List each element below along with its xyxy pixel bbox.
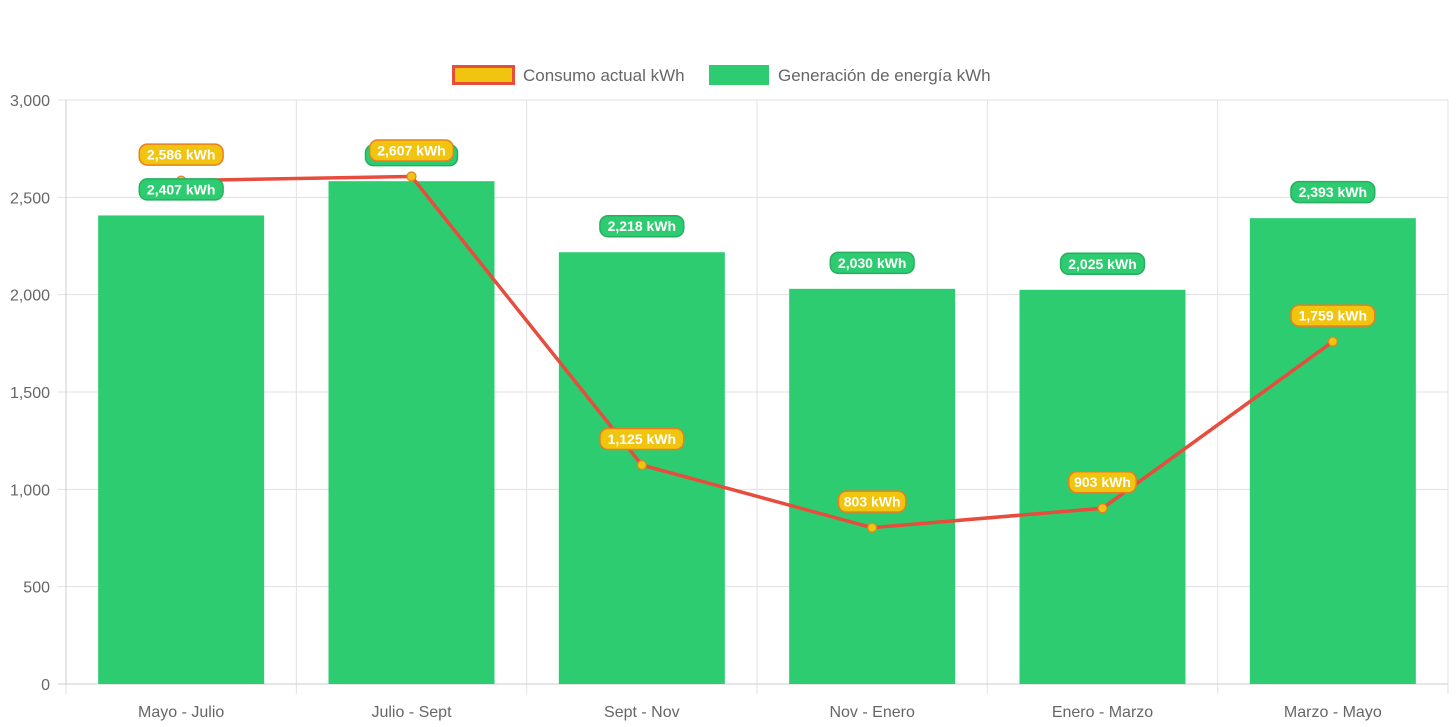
- line-data-label-bg: [599, 427, 685, 451]
- bar-data-label-bg: [1290, 180, 1376, 204]
- legend-swatch-generacion: [709, 65, 769, 85]
- y-tick-label: 2,500: [10, 190, 50, 207]
- line-data-label: 2,607 kWh: [377, 143, 445, 159]
- x-tick-label: Julio - Sept: [371, 704, 452, 721]
- legend-label-consumo: Consumo actual kWh: [523, 66, 685, 85]
- bar-data-label-bg: [599, 214, 685, 238]
- line-data-label-bg: [1290, 304, 1376, 327]
- y-axis: 0 500 1,000 1,500 2,000 2,500 3,000: [10, 93, 50, 694]
- bar: [98, 215, 265, 685]
- bar: [328, 181, 495, 684]
- y-tick-label: 2,000: [10, 288, 50, 305]
- bar-data-label: 2,218 kWh: [608, 218, 676, 234]
- x-tick-label: Sept - Nov: [604, 704, 680, 721]
- y-tick-label: 3,000: [10, 93, 50, 110]
- x-tick-label: Mayo - Julio: [138, 704, 224, 721]
- x-tick-label: Enero - Marzo: [1052, 704, 1153, 721]
- line-data-label: 803 kWh: [844, 494, 901, 510]
- y-tick-label: 1,000: [10, 482, 50, 499]
- bar-data-label-bg: [829, 251, 915, 275]
- y-tick-label: 0: [41, 677, 50, 694]
- line-data-label: 1,759 kWh: [1299, 308, 1367, 324]
- x-tick-label: Marzo - Mayo: [1284, 704, 1382, 721]
- line-data-label-bg: [837, 490, 907, 513]
- bar-data-label: 2,030 kWh: [838, 255, 906, 271]
- bar: [1249, 218, 1416, 685]
- line-point: [1097, 503, 1108, 514]
- line-point: [406, 171, 417, 182]
- bar-data-label-bg: [1059, 252, 1146, 276]
- bar-data-label: 2,393 kWh: [1299, 184, 1367, 200]
- bar: [789, 288, 956, 684]
- line-data-label: 903 kWh: [1074, 474, 1131, 490]
- legend-swatch-consumo: [452, 65, 515, 85]
- line-point: [1327, 336, 1338, 347]
- data-labels: 2,407 kWh 2,218 kWh 2,030 kWh 2,025 kWh 2,39…: [138, 139, 1376, 513]
- legend-label-generacion: Generación de energía kWh: [778, 66, 991, 85]
- bar-series: [98, 181, 1416, 685]
- bar-data-label: 2,025 kWh: [1068, 256, 1136, 272]
- series-line: [181, 174, 1334, 530]
- bar-data-label-bg: [138, 178, 224, 201]
- x-axis: Mayo - Julio Julio - Sept Sept - Nov Nov - …: [138, 704, 1382, 721]
- line-data-label-bg: [138, 143, 224, 166]
- line-point: [636, 459, 647, 471]
- legend[interactable]: Consumo actual kWh Generación de energía …: [452, 65, 991, 85]
- y-tick-label: 1,500: [10, 385, 50, 402]
- line-data-label-bg: [368, 139, 455, 162]
- line-data-label: 1,125 kWh: [608, 431, 676, 447]
- line-data-label: 2,586 kWh: [147, 147, 215, 163]
- x-tick-label: Nov - Enero: [829, 704, 914, 721]
- line-data-label-bg: [1068, 470, 1137, 494]
- line-point: [867, 522, 878, 533]
- bar-data-label: 2,407 kWh: [147, 181, 215, 197]
- y-tick-label: 500: [23, 580, 50, 597]
- grid: [58, 99, 1449, 694]
